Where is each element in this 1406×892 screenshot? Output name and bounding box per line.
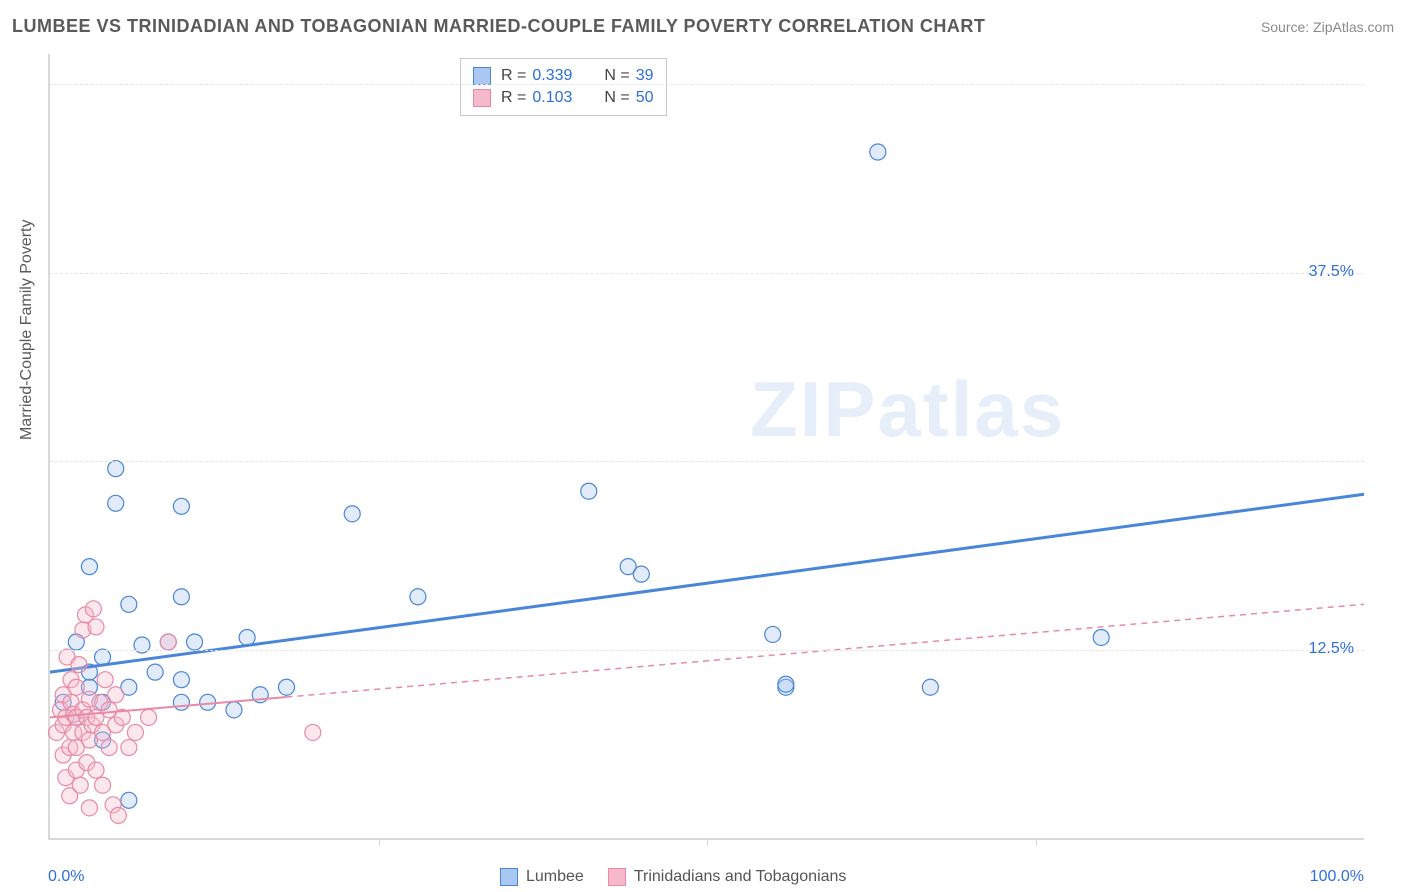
data-point [633, 566, 649, 582]
data-point [121, 596, 137, 612]
gridline [50, 273, 1364, 274]
data-point [160, 634, 176, 650]
correlation-legend: R =0.339N =39R =0.103N =50 [460, 58, 667, 116]
data-point [88, 762, 104, 778]
x-tick-label-min: 0.0% [48, 868, 84, 886]
legend-swatch [608, 868, 626, 886]
data-point [344, 506, 360, 522]
regression-line [50, 494, 1364, 672]
legend-swatch [473, 89, 491, 107]
source-label: Source: ZipAtlas.com [1261, 19, 1394, 35]
legend-n-value: 50 [636, 87, 654, 109]
series-legend: Lumbee Trinidadians and Tobagonians [500, 868, 846, 886]
data-point [778, 676, 794, 692]
data-point [85, 601, 101, 617]
data-point [101, 740, 117, 756]
plot-svg [50, 54, 1364, 838]
gridline [50, 461, 1364, 462]
legend-swatch [500, 868, 518, 886]
data-point [88, 619, 104, 635]
legend-r-label: R = [501, 87, 526, 109]
y-tick-label: 37.5% [1309, 263, 1354, 281]
chart-title: LUMBEE VS TRINIDADIAN AND TOBAGONIAN MAR… [12, 16, 985, 37]
legend-item: Lumbee [500, 868, 584, 886]
x-tick [1036, 838, 1037, 846]
legend-swatch [473, 67, 491, 85]
data-point [147, 664, 163, 680]
data-point [279, 679, 295, 695]
data-point [305, 724, 321, 740]
data-point [239, 629, 255, 645]
x-tick [379, 838, 380, 846]
data-point [922, 679, 938, 695]
data-point [95, 649, 111, 665]
data-point [173, 589, 189, 605]
data-point [121, 792, 137, 808]
legend-label: Lumbee [526, 868, 584, 886]
legend-r-value: 0.103 [532, 87, 572, 109]
data-point [121, 740, 137, 756]
data-point [200, 694, 216, 710]
data-point [72, 777, 88, 793]
data-point [97, 672, 113, 688]
chart-plot-area: ZIPatlas R =0.339N =39R =0.103N =50 12.5… [48, 54, 1364, 840]
data-point [870, 144, 886, 160]
data-point [1093, 629, 1109, 645]
y-tick-label: 12.5% [1309, 640, 1354, 658]
legend-row: R = 0.103 N = 50 [473, 87, 654, 109]
x-tick [707, 838, 708, 846]
data-point [173, 672, 189, 688]
data-point [173, 498, 189, 514]
title-bar: LUMBEE VS TRINIDADIAN AND TOBAGONIAN MAR… [12, 16, 1394, 37]
data-point [187, 634, 203, 650]
data-point [108, 687, 124, 703]
legend-label: Trinidadians and Tobagonians [634, 868, 847, 886]
data-point [110, 807, 126, 823]
data-point [173, 694, 189, 710]
legend-item: Trinidadians and Tobagonians [608, 868, 847, 886]
y-axis-label: Married-Couple Family Poverty [18, 219, 36, 440]
data-point [581, 483, 597, 499]
x-tick-label-max: 100.0% [1310, 868, 1364, 886]
legend-n-label: N = [604, 87, 629, 109]
data-point [108, 495, 124, 511]
data-point [134, 637, 150, 653]
data-point [95, 777, 111, 793]
data-point [108, 461, 124, 477]
gridline [50, 84, 1364, 85]
data-point [226, 702, 242, 718]
data-point [410, 589, 426, 605]
data-point [81, 559, 97, 575]
data-point [127, 724, 143, 740]
data-point [68, 679, 84, 695]
data-point [71, 657, 87, 673]
data-point [141, 709, 157, 725]
data-point [765, 626, 781, 642]
gridline [50, 650, 1364, 651]
data-point [81, 800, 97, 816]
